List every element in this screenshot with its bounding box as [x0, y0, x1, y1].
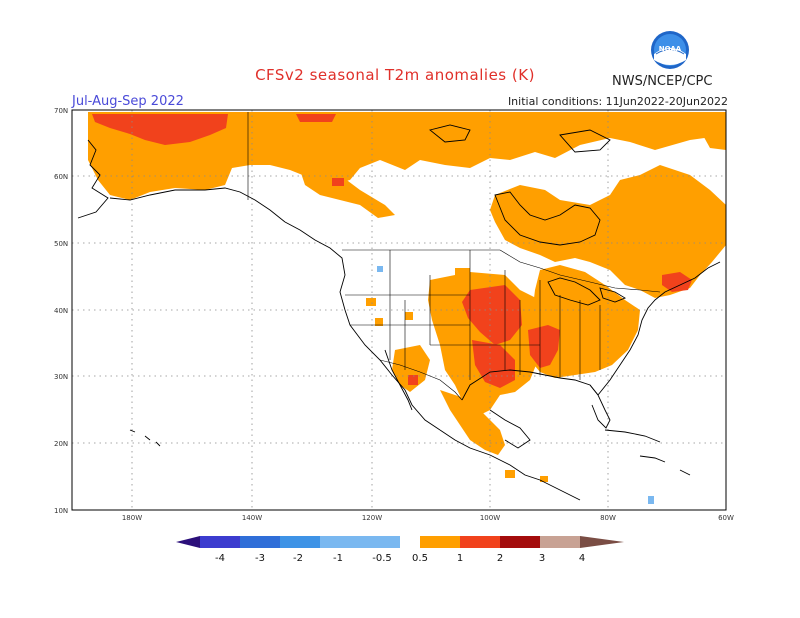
colorbar-box — [540, 536, 580, 548]
anomaly-shading-neg — [377, 266, 654, 504]
lat-tick: 10N — [54, 507, 68, 515]
colorbar-label: -1 — [333, 553, 343, 564]
agency-label: NWS/NCEP/CPC — [612, 74, 713, 89]
lat-tick: 20N — [54, 440, 68, 448]
colorbar-box — [280, 536, 320, 548]
colorbar-box — [500, 536, 540, 548]
colorbar-label: 3 — [539, 553, 545, 564]
lon-axis: 180W 140W 120W 100W 80W 60W — [122, 514, 734, 522]
political-borders — [247, 112, 661, 401]
map-canvas — [71, 109, 727, 511]
lat-axis: 10N 20N 30N 40N 50N 60N 70N — [54, 107, 68, 515]
map-frame — [71, 109, 727, 511]
colorbar-label: 2 — [497, 553, 503, 564]
colorbar-box — [320, 536, 360, 548]
svg-text:NOAA: NOAA — [659, 45, 682, 53]
noaa-logo: NOAA — [651, 31, 689, 69]
colorbar-label: 0.5 — [412, 553, 428, 564]
coastlines — [77, 124, 721, 501]
colorbar-label: -2 — [293, 553, 303, 564]
season-label: Jul-Aug-Sep 2022 — [72, 94, 184, 109]
colorbar-arrow-low — [176, 536, 200, 548]
lat-tick: 40N — [54, 307, 68, 315]
anomaly-shading-1-2 — [92, 114, 692, 388]
colorbar-label: 4 — [579, 553, 585, 564]
colorbar-arrow-high — [580, 536, 624, 548]
colorbar-box — [360, 536, 400, 548]
lon-tick: 60W — [718, 514, 734, 522]
colorbar-box — [240, 536, 280, 548]
lon-tick: 140W — [242, 514, 262, 522]
colorbar-box — [200, 536, 240, 548]
colorbar-box — [420, 536, 460, 548]
lat-tick: 70N — [54, 107, 68, 115]
graticule — [72, 110, 726, 510]
colorbar-label: -4 — [215, 553, 225, 564]
colorbar-box — [400, 536, 420, 548]
lon-tick: 120W — [362, 514, 382, 522]
colorbar-box — [460, 536, 500, 548]
lat-tick: 60N — [54, 173, 68, 181]
lat-tick: 50N — [54, 240, 68, 248]
colorbar-label: -3 — [255, 553, 265, 564]
initial-conditions-label: Initial conditions: 11Jun2022-20Jun2022 — [507, 95, 728, 108]
colorbar: -4 -3 -2 -1 -0.5 0.5 1 2 3 4 — [176, 536, 624, 564]
lon-tick: 100W — [480, 514, 500, 522]
colorbar-label: -0.5 — [372, 553, 392, 564]
colorbar-label: 1 — [457, 553, 463, 564]
lat-tick: 30N — [54, 373, 68, 381]
lon-tick: 80W — [600, 514, 616, 522]
lon-tick: 180W — [122, 514, 142, 522]
map-title: CFSv2 seasonal T2m anomalies (K) — [255, 66, 535, 84]
